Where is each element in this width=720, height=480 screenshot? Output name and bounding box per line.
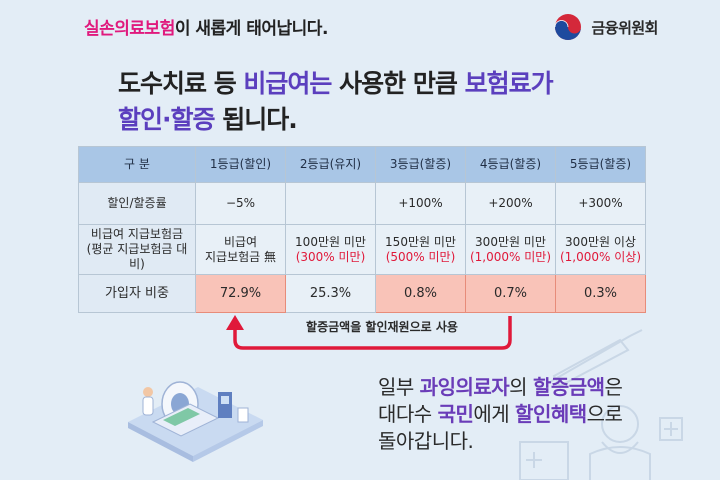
table-cell-highlighted: 0.7% <box>465 274 556 313</box>
summary-highlight: 할증금액 <box>532 375 605 399</box>
hospital-scanner-illustration-icon <box>128 381 263 462</box>
cell-line-red: (1,000% 미만) <box>469 249 551 264</box>
header-cell: 1등급(할인) <box>195 146 286 183</box>
subtitle-line-1: 도수치료 등 비급여는 사용한 만큼 보험료가 <box>118 66 554 102</box>
premium-grade-table: 구 분 1등급(할인) 2등급(유지) 3등급(할증) 4등급(할증) 5등급(… <box>78 146 646 313</box>
table-cell <box>285 182 376 225</box>
taegeuk-logo-icon <box>555 14 582 40</box>
table-cell: +200% <box>465 182 556 225</box>
table-cell: +100% <box>375 182 466 225</box>
table-row: 할인/할증률 −5% +100% +200% +300% <box>78 182 646 225</box>
summary-line-3: 돌아갑니다. <box>378 429 474 453</box>
cell-line: 150만원 미만 <box>385 234 456 249</box>
row-label: 비급여 지급보험금 (평균 지급보험금 대비) <box>78 224 196 275</box>
subtitle: 도수치료 등 비급여는 사용한 만큼 보험료가 할인·할증 됩니다. <box>118 66 554 138</box>
row-label-line: 비급여 지급보험금 <box>90 227 184 241</box>
subtitle-highlight: 보험료가 <box>464 69 554 98</box>
org-name: 금융위원회 <box>591 18 658 37</box>
headline-highlight: 실손의료보험 <box>84 19 175 39</box>
summary-text-part: 에게 <box>473 402 516 426</box>
table-row: 가입자 비중 72.9% 25.3% 0.8% 0.7% 0.3% <box>78 274 646 313</box>
cell-line: 300만원 이상 <box>565 234 636 249</box>
summary-text-part: 으로 <box>586 402 623 426</box>
table-cell: 비급여 지급보험금 無 <box>195 224 286 275</box>
page-headline: 실손의료보험이 새롭게 태어납니다. <box>84 14 328 39</box>
table-cell: 25.3% <box>285 274 376 313</box>
table-cell-highlighted: 0.3% <box>555 274 646 313</box>
table-cell: 150만원 미만 (500% 미만) <box>375 224 466 275</box>
table-cell: +300% <box>555 182 646 225</box>
subtitle-line-2: 할인·할증 됩니다. <box>118 102 553 138</box>
summary-highlight: 국민 <box>437 402 474 426</box>
top-bar: 실손의료보험이 새롭게 태어납니다. 금융위원회 <box>0 0 720 52</box>
header-cell: 3등급(할증) <box>375 146 466 183</box>
subtitle-text: 됩니다. <box>214 105 298 134</box>
cell-line: 지급보험금 無 <box>204 249 276 264</box>
summary-text-part: 일부 <box>378 375 420 399</box>
medical-background-decoration-icon <box>519 329 683 480</box>
table-cell: 100만원 미만 (300% 미만) <box>285 224 376 275</box>
table-cell-highlighted: 0.8% <box>375 274 466 313</box>
header-cell: 5등급(할증) <box>555 146 646 183</box>
header-cell: 구 분 <box>78 146 196 183</box>
subtitle-text: 사용한 만큼 <box>331 69 465 98</box>
summary-text: 일부 과잉의료자의 할증금액은 대다수 국민에게 할인혜택으로 돌아갑니다. <box>378 374 623 455</box>
summary-line-2: 대다수 국민에게 할인혜택으로 <box>378 401 623 428</box>
table-cell: −5% <box>195 182 286 225</box>
cell-line: 비급여 <box>223 234 258 249</box>
subtitle-highlight: 비급여는 <box>243 69 332 98</box>
cell-line-red: (500% 미만) <box>385 249 456 264</box>
cell-line: 100만원 미만 <box>295 234 366 249</box>
headline-rest: 이 새롭게 태어납니다. <box>174 19 329 39</box>
header-cell: 2등급(유지) <box>285 146 376 183</box>
row-label: 할인/할증률 <box>78 182 196 225</box>
table-cell: 300만원 이상 (1,000% 이상) <box>555 224 646 275</box>
table-cell: 300만원 미만 (1,000% 미만) <box>465 224 556 275</box>
arrow-label: 할증금액을 할인재원으로 사용 <box>306 320 458 334</box>
summary-text-part: 의 <box>509 375 533 399</box>
cell-line-red: (1,000% 이상) <box>559 249 641 264</box>
cell-line-red: (300% 미만) <box>295 249 366 264</box>
summary-line-1: 일부 과잉의료자의 할증금액은 <box>378 374 623 401</box>
subtitle-text: 도수치료 등 <box>118 69 244 98</box>
header-cell: 4등급(할증) <box>465 146 556 183</box>
org-brand: 금융위원회 <box>553 12 658 42</box>
row-label: 가입자 비중 <box>78 274 196 313</box>
table-cell-highlighted: 72.9% <box>195 274 286 313</box>
summary-highlight: 과잉의료자 <box>419 375 510 399</box>
row-label-line: (평균 지급보험금 대비) <box>86 242 188 271</box>
table-row: 비급여 지급보험금 (평균 지급보험금 대비) 비급여 지급보험금 無 100만… <box>78 224 646 275</box>
summary-text-part: 대다수 <box>378 402 438 426</box>
table-header-row: 구 분 1등급(할인) 2등급(유지) 3등급(할증) 4등급(할증) 5등급(… <box>78 146 646 183</box>
summary-text-part: 은 <box>604 375 623 399</box>
summary-highlight: 할인혜택 <box>515 402 587 426</box>
subtitle-highlight: 할인·할증 <box>118 105 215 134</box>
cell-line: 300만원 미만 <box>475 234 546 249</box>
